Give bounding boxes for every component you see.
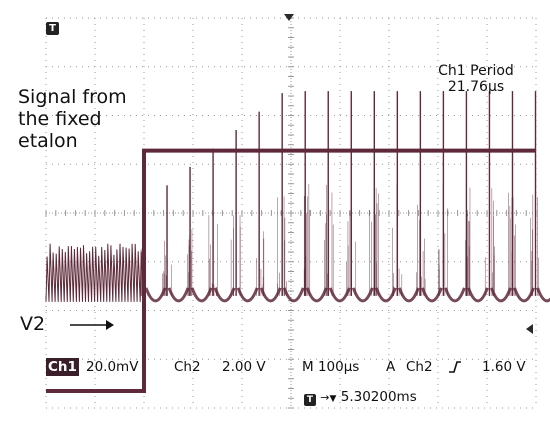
ch1-fringe-valley	[282, 287, 305, 303]
ch2-label: Ch2	[174, 359, 201, 375]
arrow-right-icon: →	[320, 391, 330, 404]
ch1-scale: 20.0mV	[86, 359, 139, 375]
ch2-scale: 2.00 V	[222, 359, 266, 375]
trigger-point-icon	[284, 14, 294, 21]
signal-annotation-line-1: Signal from	[18, 86, 127, 108]
measurement-readout: Ch1 Period 21.76µs	[426, 63, 526, 95]
signal-annotation-line-3: etalon	[18, 130, 78, 152]
trigger-marker-letter: T	[49, 23, 56, 34]
ch1-fringe-valley	[443, 287, 466, 303]
ch1-fringe-valley	[420, 287, 443, 303]
v2-annotation: V2	[20, 313, 46, 335]
rising-edge-icon	[449, 361, 461, 373]
ch1-fringe-valley	[190, 287, 213, 303]
trigger-marker-icon: T	[46, 22, 59, 35]
trigger-position-icon: T	[304, 394, 316, 406]
ch1-trace-dense	[45, 243, 145, 302]
ch1-fringe-valley	[536, 287, 550, 303]
trigger-source: Ch2	[406, 359, 433, 375]
ch1-fringe-valley	[167, 287, 190, 303]
ch1-fringe-valley	[144, 287, 167, 303]
status-bar: Ch1 20.0mV Ch2 2.00 V M 100µs A Ch2 1.60…	[46, 358, 536, 376]
measurement-name: Ch1 Period	[438, 63, 514, 79]
ch2-trace	[46, 148, 536, 393]
ch1-fringe-valley	[467, 287, 489, 303]
timebase: M 100µs	[302, 359, 360, 375]
triangle-down-icon: ▼	[329, 394, 337, 404]
trigger-level: 1.60 V	[482, 359, 526, 375]
v2-arrow-icon	[70, 320, 114, 330]
ch1-fringe-valley	[236, 287, 259, 303]
waveforms	[45, 91, 550, 393]
trigger-mode: A	[386, 359, 396, 375]
signal-annotation-line-2: the fixed	[18, 108, 102, 130]
ch1-fringe-valley	[259, 287, 282, 303]
ch1-fringe-valley	[351, 287, 374, 303]
signal-annotation: Signal from the fixed etalon	[18, 86, 127, 152]
trigger-position-readout: T →▼ 5.30200ms	[304, 388, 417, 406]
measurement-value: 21.76µs	[447, 79, 505, 95]
ch1-fringe-valley	[305, 287, 328, 303]
graticule	[45, 17, 537, 409]
ch1-fringe-valley	[397, 287, 420, 303]
level-marker-icon	[526, 324, 533, 334]
trigger-position-value: 5.30200ms	[340, 389, 417, 405]
ch1-badge: Ch1	[46, 358, 79, 376]
